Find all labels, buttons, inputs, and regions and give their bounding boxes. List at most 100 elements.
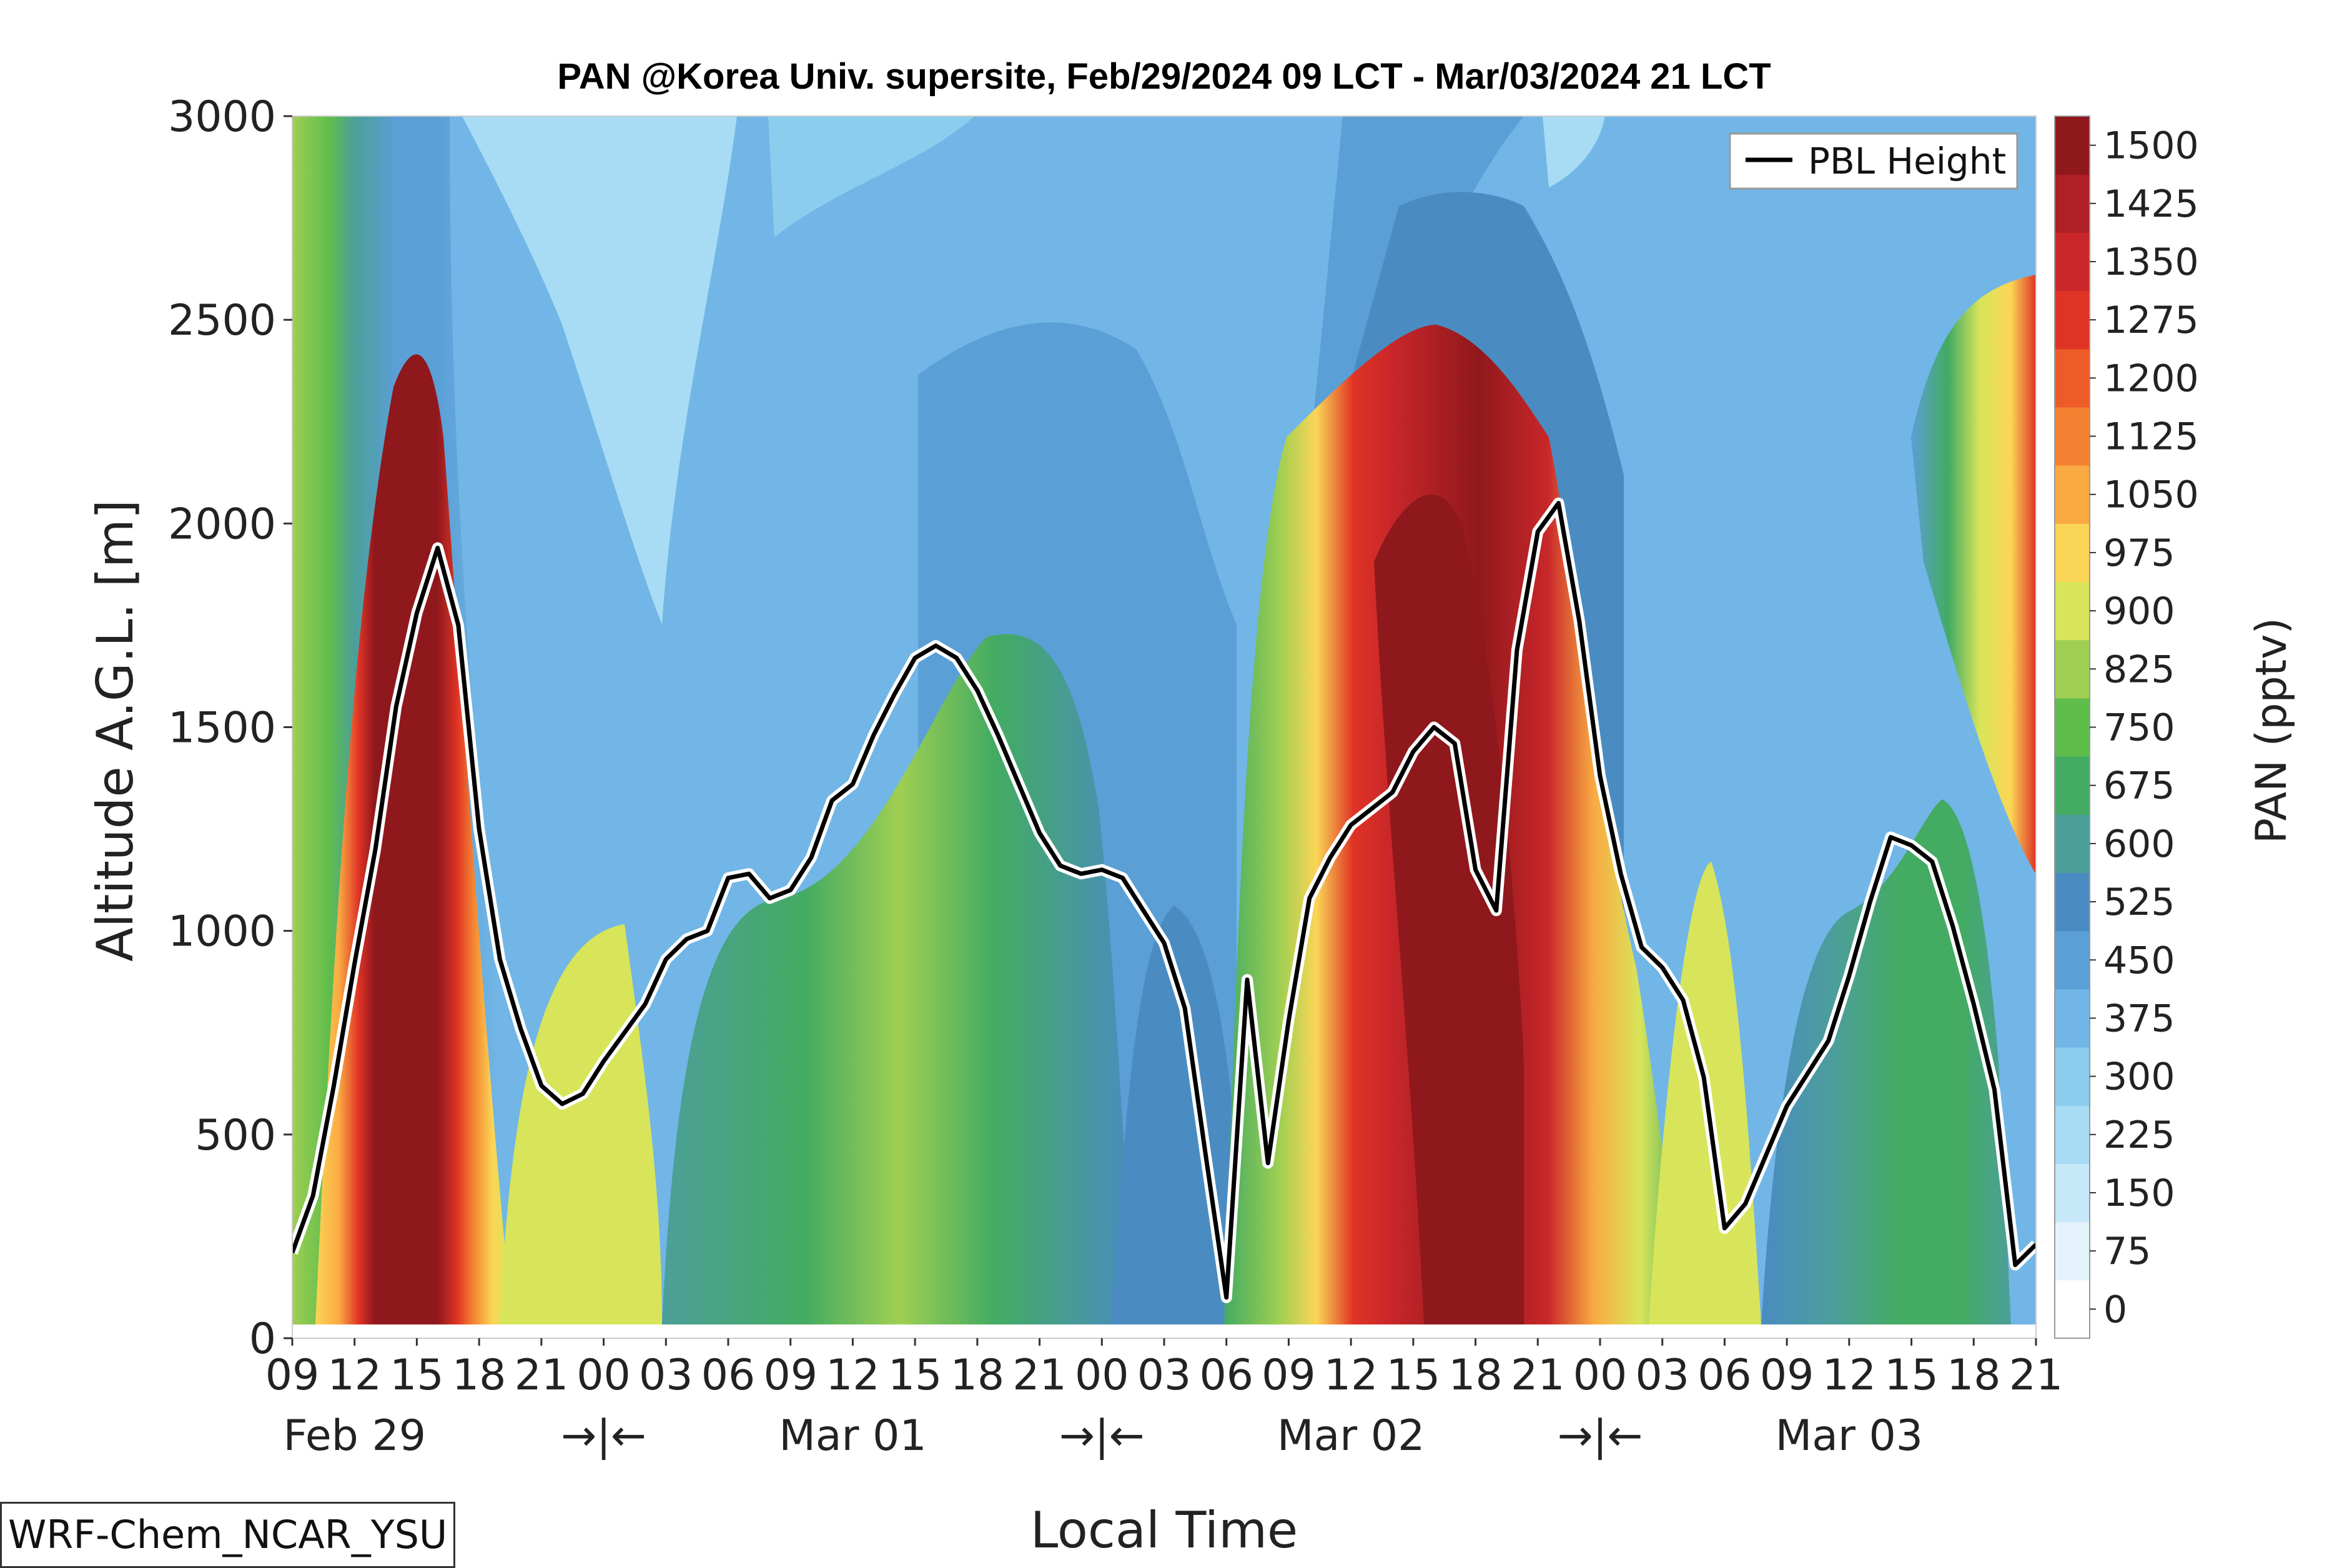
x-date-label: →|←	[1558, 1411, 1643, 1461]
colorbar-swatch	[2055, 174, 2090, 233]
colorbar-tick-label: 1125	[2103, 415, 2199, 459]
y-tick-label: 2500	[168, 296, 276, 345]
colorbar-swatch	[2055, 1047, 2090, 1106]
x-tick-label: 06	[701, 1351, 756, 1400]
colorbar-tick-label: 975	[2103, 531, 2175, 575]
colorbar-tick-label: 225	[2103, 1113, 2175, 1157]
y-tick-label: 0	[249, 1314, 276, 1364]
colorbar-swatch	[2055, 698, 2090, 757]
x-tick-label: 09	[1262, 1351, 1316, 1400]
x-tick-label: 03	[1137, 1351, 1192, 1400]
x-tick-label: 15	[1884, 1351, 1939, 1400]
x-tick-label: 03	[639, 1351, 693, 1400]
x-axis-hour-ticks: 09 12 15 18 21 00 03 06 09 12 15 18 21 00 03 06 09 12 15 18…	[265, 1338, 2063, 1400]
x-tick-label: 12	[1324, 1351, 1378, 1400]
x-tick-label: 15	[1386, 1351, 1441, 1400]
y-tick-label: 3000	[168, 92, 276, 142]
colorbar-tick-label: 1200	[2103, 357, 2199, 400]
colorbar-swatch	[2055, 348, 2090, 408]
pbl-line	[292, 501, 2036, 1300]
x-tick-label: 18	[1448, 1351, 1503, 1400]
x-date-label: Mar 03	[1776, 1411, 1923, 1461]
legend-label: PBL Height	[1808, 140, 2006, 182]
colorbar-swatch	[2055, 116, 2090, 175]
colorbar-tick-label: 825	[2103, 648, 2175, 691]
colorbar-tick-label: 450	[2103, 939, 2175, 982]
y-tick-label: 2000	[168, 500, 276, 549]
x-date-label: Mar 01	[779, 1411, 926, 1461]
x-date-label: Mar 02	[1277, 1411, 1425, 1461]
contour-night1-low	[500, 924, 662, 1324]
x-tick-label: 06	[1199, 1351, 1253, 1400]
y-axis-ticks: 0 500 1000 1500 2000 2500 3000	[168, 92, 292, 1364]
pan-contour-field	[292, 116, 2036, 1338]
x-tick-label: 09	[1760, 1351, 1814, 1400]
contour-light-plume-mid	[768, 116, 974, 237]
x-tick-label: 12	[327, 1351, 382, 1400]
colorbar-swatch	[2055, 872, 2090, 932]
y-axis-label: Altitude A.G.L. [m]	[86, 500, 144, 962]
x-tick-label: 00	[1075, 1351, 1129, 1400]
chart-title: PAN @Korea Univ. supersite, Feb/29/2024 …	[557, 56, 1771, 97]
y-tick-label: 500	[195, 1111, 276, 1160]
y-tick-label: 1500	[168, 704, 276, 753]
x-tick-label: 12	[826, 1351, 880, 1400]
x-date-label: →|←	[561, 1411, 646, 1461]
x-tick-label: 15	[888, 1351, 942, 1400]
contour-light-plume-left	[462, 116, 737, 624]
model-name-box: WRF-Chem_NCAR_YSU	[0, 1502, 456, 1568]
x-tick-label: 21	[515, 1351, 569, 1400]
colorbar-swatch	[2055, 232, 2090, 292]
contour-mar02-core	[1374, 495, 1524, 1324]
colorbar-swatch	[2055, 756, 2090, 815]
legend: PBL Height	[1729, 132, 2018, 190]
x-tick-label: 09	[763, 1351, 818, 1400]
colorbar-swatch	[2055, 465, 2090, 524]
colorbar-swatch	[2055, 930, 2090, 990]
x-tick-label: 21	[1012, 1351, 1067, 1400]
contour-feb29-plume	[315, 354, 512, 1324]
colorbar-tick-label: 600	[2103, 822, 2175, 866]
colorbar-label: PAN (pptv)	[2247, 618, 2296, 844]
y-tick-label: 1000	[168, 907, 276, 957]
colorbar-tick-label: 750	[2103, 706, 2175, 750]
colorbar-tick-label: 900	[2103, 589, 2175, 633]
colorbar-tick-label: 75	[2103, 1230, 2151, 1273]
colorbar-tick-label: 300	[2103, 1055, 2175, 1099]
colorbar-swatch	[2055, 407, 2090, 466]
colorbar-swatch	[2055, 814, 2090, 873]
colorbar-tick-label: 675	[2103, 764, 2175, 808]
x-axis-label: Local Time	[1030, 1501, 1298, 1559]
x-tick-label: 21	[2009, 1351, 2063, 1400]
colorbar-swatch	[2055, 1280, 2090, 1339]
contour-mar01-low	[662, 634, 1137, 1324]
colorbar-swatch	[2055, 290, 2090, 350]
colorbar-swatch	[2055, 1105, 2090, 1164]
x-tick-label: 00	[576, 1351, 631, 1400]
colorbar-tick-label: 0	[2103, 1288, 2127, 1331]
x-tick-label: 21	[1511, 1351, 1565, 1400]
colorbar-tick-label: 1500	[2103, 124, 2199, 168]
x-tick-label: 09	[265, 1351, 320, 1400]
x-tick-label: 12	[1822, 1351, 1877, 1400]
pbl-height-series	[292, 497, 2036, 1303]
x-tick-label: 18	[452, 1351, 506, 1400]
x-date-label: →|←	[1059, 1411, 1145, 1461]
colorbar-tick-label: 1425	[2103, 182, 2199, 226]
x-tick-label: 03	[1635, 1351, 1689, 1400]
contour-light-plume-right	[1543, 116, 1605, 187]
colorbar-tick-label: 525	[2103, 880, 2175, 924]
x-tick-label: 00	[1573, 1351, 1628, 1400]
x-tick-label: 18	[951, 1351, 1005, 1400]
ground-band	[292, 1324, 2036, 1338]
colorbar-tick-label: 150	[2103, 1171, 2175, 1215]
colorbar-swatch	[2055, 1221, 2090, 1281]
colorbar-swatch	[2055, 523, 2090, 583]
x-tick-label: 15	[390, 1351, 444, 1400]
colorbar-swatch	[2055, 639, 2090, 699]
x-tick-label: 18	[1947, 1351, 2001, 1400]
colorbar-tick-label: 1275	[2103, 298, 2199, 342]
colorbar-tick-label: 1350	[2103, 240, 2199, 284]
colorbar-tick-label: 1050	[2103, 473, 2199, 517]
